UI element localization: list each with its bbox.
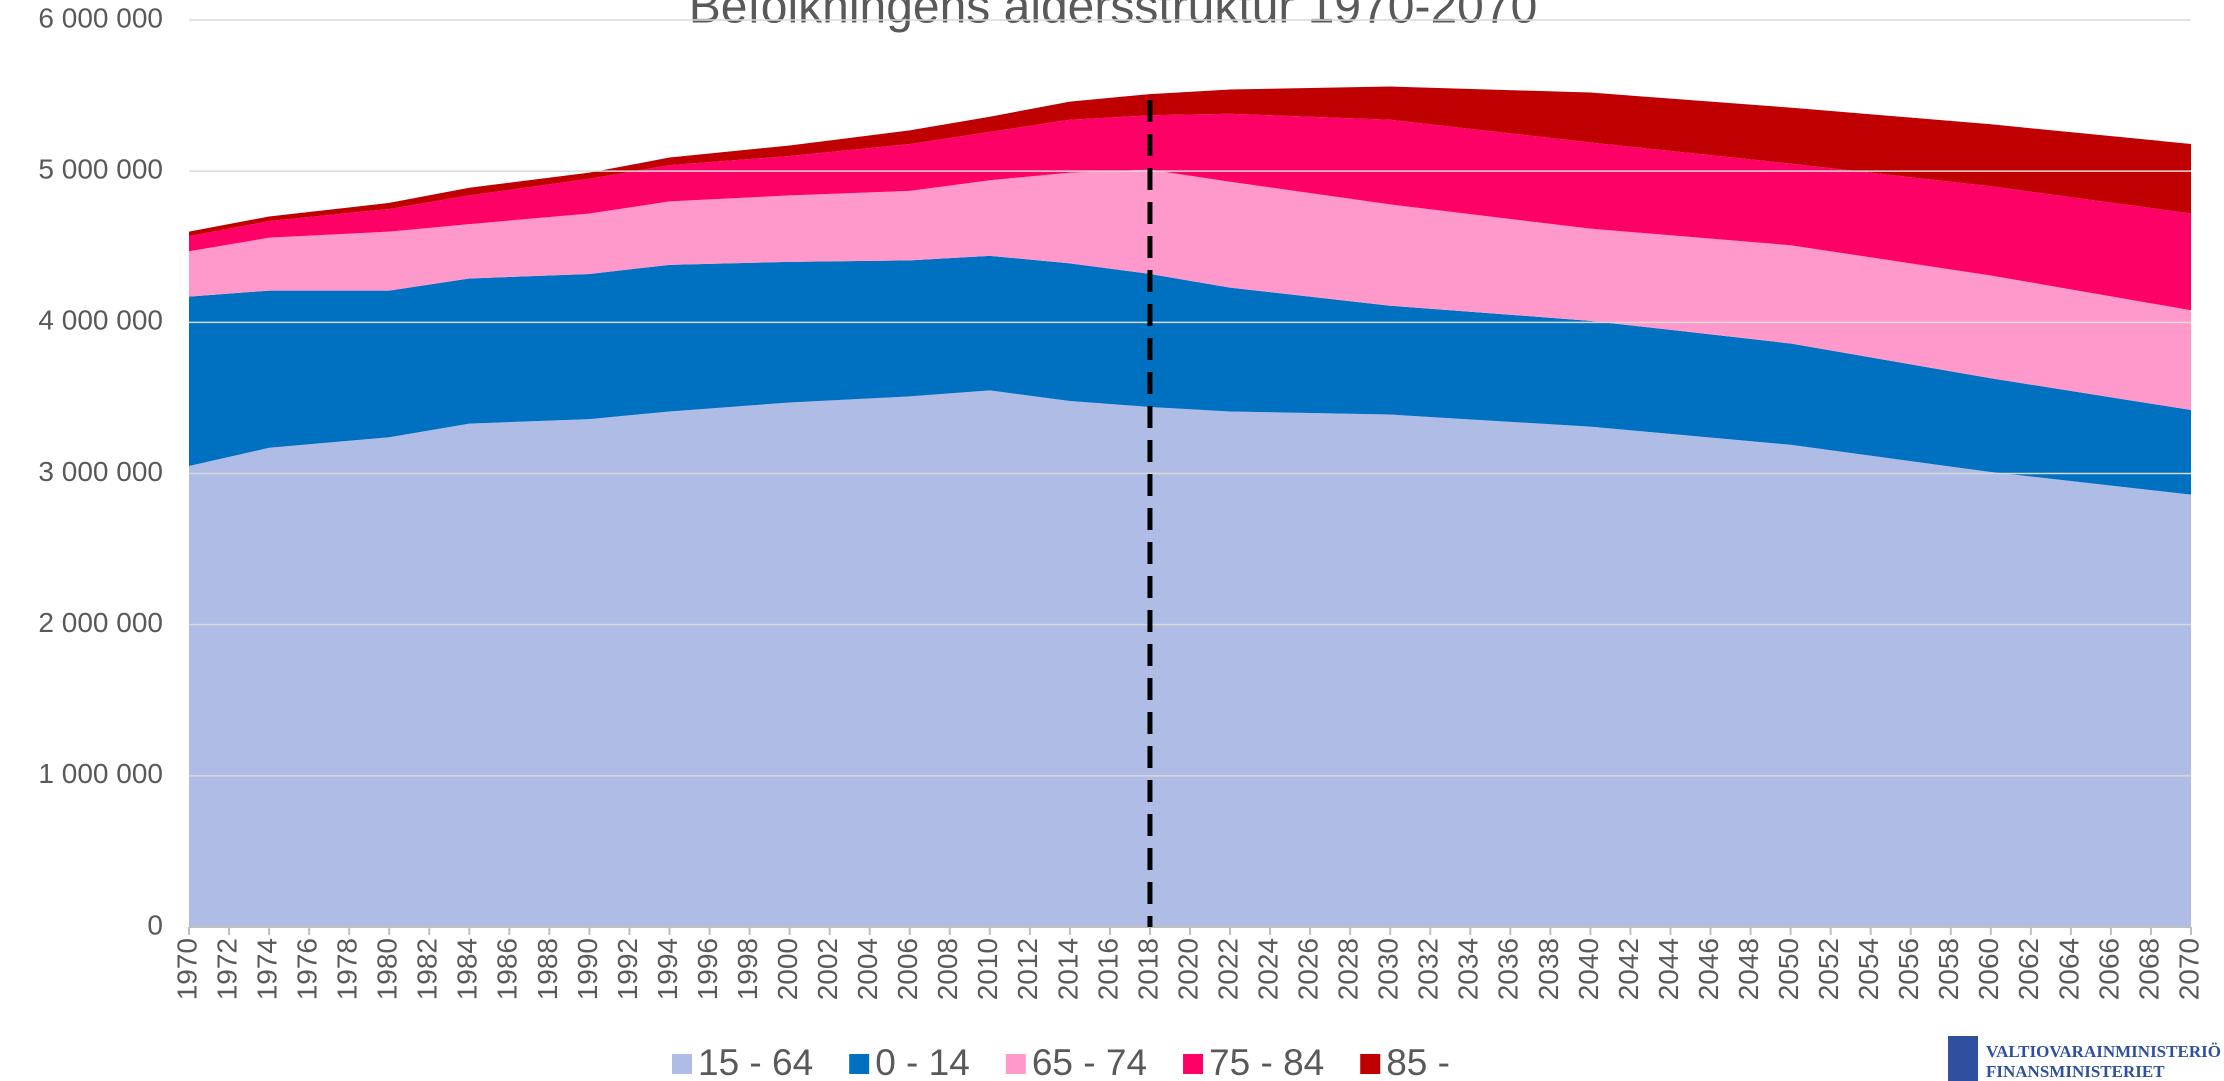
- area: [189, 169, 2191, 411]
- x-tick-label: 1978: [332, 938, 363, 1000]
- y-tick-label: 3 000 000: [38, 456, 163, 487]
- x-tick-label: 2050: [1773, 938, 1804, 1000]
- legend-label: 65 - 74: [1032, 1042, 1147, 1081]
- y-tick-label: 2 000 000: [38, 607, 163, 638]
- x-tick-label: 2042: [1613, 938, 1644, 1000]
- x-tick-label: 2026: [1293, 938, 1324, 1000]
- x-tick-label: 1976: [292, 938, 323, 1000]
- area: [189, 113, 2191, 311]
- x-tick-label: 2056: [1893, 938, 1924, 1000]
- legend-swatch: [849, 1054, 870, 1074]
- y-tick-label: 5 000 000: [38, 154, 163, 185]
- x-tick-label: 2016: [1092, 938, 1123, 1000]
- area: [189, 86, 2191, 237]
- x-tick-label: 2068: [2133, 938, 2164, 1000]
- logo-text: VALTIOVARAINMINISTERIÖ: [1986, 1042, 2221, 1061]
- x-tick-label: 2012: [1012, 938, 1043, 1000]
- x-tick-label: 2008: [932, 938, 963, 1000]
- x-tick-label: 2028: [1333, 938, 1364, 1000]
- x-tick-label: 2000: [772, 938, 803, 1000]
- x-tick-label: 2004: [852, 938, 883, 1000]
- x-tick-label: 1994: [652, 938, 683, 1000]
- x-tick-label: 2030: [1373, 938, 1404, 1000]
- legend-swatch: [1183, 1054, 1204, 1074]
- x-tick-label: 1970: [171, 938, 202, 1000]
- area: [189, 390, 2191, 927]
- x-tick-label: 2020: [1172, 938, 1203, 1000]
- x-tick-label: 2038: [1533, 938, 1564, 1000]
- x-tick-label: 2044: [1653, 938, 1684, 1000]
- y-tick-label: 1 000 000: [38, 758, 163, 789]
- logo-icon: [1948, 1036, 1978, 1081]
- x-tick-label: 2070: [2173, 938, 2204, 1000]
- x-tick-label: 2054: [1853, 938, 1884, 1000]
- logo-text: FINANSMINISTERIET: [1986, 1062, 2165, 1081]
- x-tick-label: 2006: [892, 938, 923, 1000]
- legend-swatch: [1360, 1054, 1381, 1074]
- x-tick-label: 1998: [732, 938, 763, 1000]
- legend-label: 0 - 14: [875, 1042, 970, 1081]
- areas: [189, 86, 2191, 927]
- x-tick-label: 1982: [412, 938, 443, 1000]
- x-tick-label: 1986: [492, 938, 523, 1000]
- y-tick-label: 4 000 000: [38, 305, 163, 336]
- x-tick-label: 2036: [1493, 938, 1524, 1000]
- x-tick-label: 2048: [1733, 938, 1764, 1000]
- logo: VALTIOVARAINMINISTERIÖ FINANSMINISTERIET: [1948, 1036, 2221, 1081]
- x-tick-label: 2034: [1453, 938, 1484, 1000]
- x-tick-label: 1988: [532, 938, 563, 1000]
- x-tick-label: 1974: [251, 938, 282, 1000]
- x-tick-label: 2002: [812, 938, 843, 1000]
- x-tick-label: 2046: [1693, 938, 1724, 1000]
- x-tick-label: 1990: [572, 938, 603, 1000]
- x-tick-label: 2060: [1973, 938, 2004, 1000]
- x-tick-label: 2010: [972, 938, 1003, 1000]
- x-tick-label: 2066: [2093, 938, 2124, 1000]
- x-tick-label: 2058: [1933, 938, 1964, 1000]
- legend-swatch: [1005, 1054, 1026, 1074]
- y-tick-label: 0: [147, 909, 163, 940]
- legend-swatch: [672, 1054, 692, 1074]
- chart-title: Befolkningens åldersstruktur 1970-2070: [689, 0, 1538, 34]
- x-tick-label: 1980: [372, 938, 403, 1000]
- x-tick-label: 2064: [2053, 938, 2084, 1000]
- x-tick-label: 2024: [1252, 938, 1283, 1000]
- x-tick-label: 2040: [1573, 938, 1604, 1000]
- area: [189, 255, 2191, 495]
- x-tick-label: 1992: [612, 938, 643, 1000]
- x-tick-label: 2032: [1413, 938, 1444, 1000]
- legend-label: 15 - 64: [698, 1042, 813, 1081]
- x-tick-label: 1996: [692, 938, 723, 1000]
- legend-label: 75 - 84: [1209, 1042, 1324, 1081]
- x-tick-label: 2018: [1132, 938, 1163, 1000]
- x-tick-label: 1984: [452, 938, 483, 1000]
- x-tick-label: 2052: [1813, 938, 1844, 1000]
- y-tick-label: 6 000 000: [38, 2, 163, 33]
- x-tick-label: 2022: [1212, 938, 1243, 1000]
- x-tick-label: 1972: [211, 938, 242, 1000]
- x-tick-label: 2014: [1052, 938, 1083, 1000]
- legend-label: 85 -: [1386, 1042, 1450, 1081]
- x-tick-label: 2062: [2013, 938, 2044, 1000]
